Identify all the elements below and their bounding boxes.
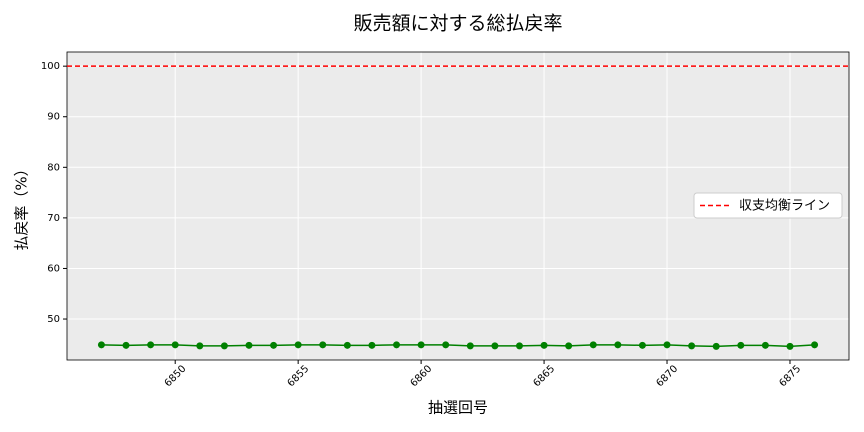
y-tick-label: 50	[47, 314, 60, 325]
point	[663, 341, 671, 349]
point	[491, 342, 499, 350]
point	[614, 341, 622, 349]
y-tick-label: 90	[47, 112, 60, 123]
x-tick-label: 6865	[532, 363, 558, 389]
x-tick-label: 6855	[286, 363, 312, 389]
point	[565, 342, 573, 350]
point	[466, 342, 474, 350]
point	[540, 341, 548, 349]
point	[122, 341, 130, 349]
point	[97, 341, 105, 349]
legend-label: 収支均衡ライン	[739, 199, 830, 214]
y-tick-label: 60	[47, 263, 60, 274]
point	[171, 341, 179, 349]
y-tick-label: 100	[41, 61, 60, 72]
point	[417, 341, 425, 349]
point	[270, 341, 278, 349]
point	[515, 342, 523, 350]
point	[294, 341, 302, 349]
legend-box	[693, 192, 843, 219]
y-tick-label: 70	[47, 213, 60, 224]
point	[737, 341, 745, 349]
x-tick-label: 6875	[777, 363, 803, 389]
point	[761, 341, 769, 349]
point	[786, 342, 794, 350]
point	[147, 341, 155, 349]
x-tick-label: 6860	[409, 363, 435, 389]
x-tick-label: 6870	[654, 363, 680, 389]
point	[442, 341, 450, 349]
point	[368, 341, 376, 349]
point	[220, 342, 228, 350]
point	[319, 341, 327, 349]
line	[101, 344, 815, 348]
point	[245, 341, 253, 349]
point	[196, 342, 204, 350]
plot-frame	[66, 51, 850, 361]
point	[589, 341, 597, 349]
point	[811, 341, 819, 349]
point	[688, 342, 696, 350]
x-tick-label: 6850	[163, 363, 189, 389]
x-axis-label: 抽選回号	[428, 399, 488, 417]
chart-title: 販売額に対する総払戻率	[353, 13, 562, 35]
point	[393, 341, 401, 349]
y-tick-label: 80	[47, 162, 60, 173]
point	[343, 341, 351, 349]
point	[638, 341, 646, 349]
point	[712, 342, 720, 350]
y-axis-label: 払戻率（%）	[13, 161, 31, 250]
